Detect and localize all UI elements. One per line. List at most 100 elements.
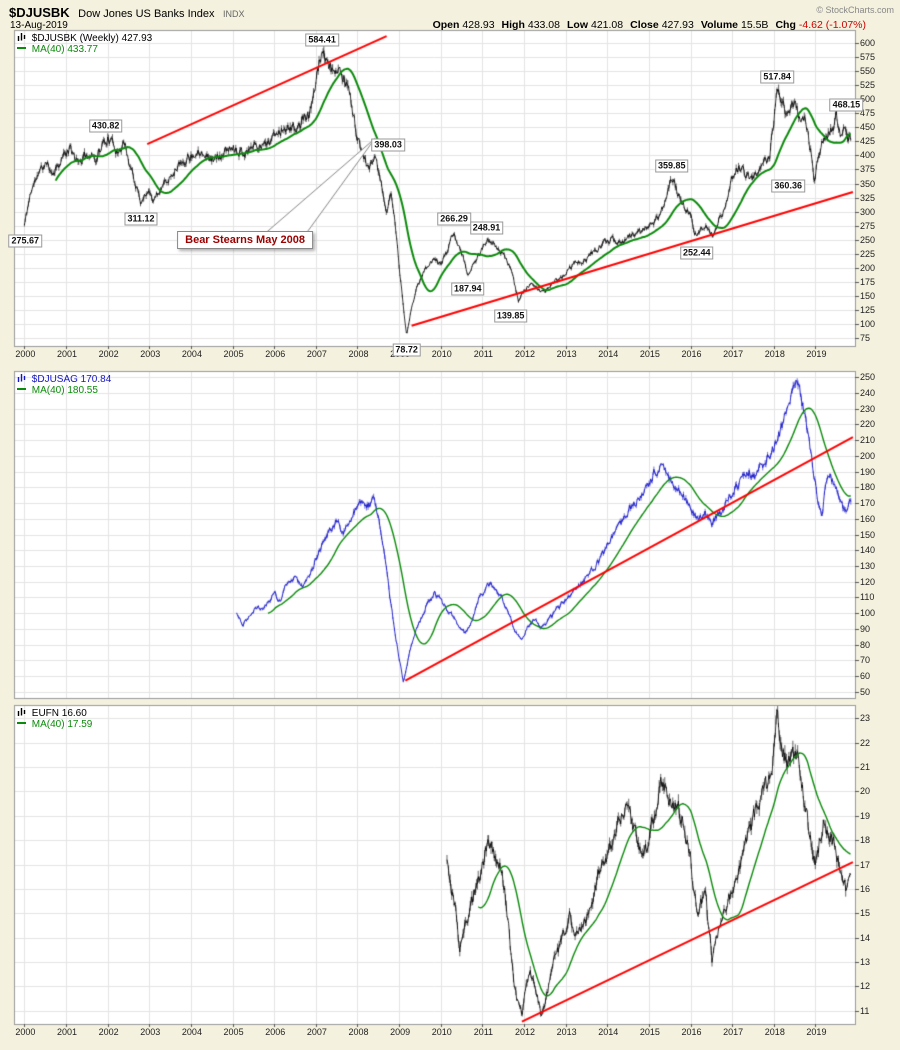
quote-label: Close xyxy=(630,19,659,31)
x-axis-label: 2011 xyxy=(473,1027,494,1037)
x-axis-label: 2005 xyxy=(223,1027,244,1037)
x-axis-label: 2007 xyxy=(306,1027,327,1037)
x-axis-label: 2007 xyxy=(306,349,327,359)
x-axis-label: 2002 xyxy=(98,1027,119,1037)
x-axis-label: 2008 xyxy=(348,349,369,359)
y-axis-label: 220 xyxy=(860,419,876,429)
ma-line-swatch xyxy=(17,722,26,724)
y-axis-label: 575 xyxy=(860,52,876,62)
quote-label: Volume xyxy=(700,19,738,31)
y-axis-label: 170 xyxy=(860,498,876,508)
y-axis-label: 100 xyxy=(860,608,876,618)
price-annotation: 187.94 xyxy=(451,282,485,296)
y-axis-label: 75 xyxy=(860,333,871,343)
y-axis-label: 20 xyxy=(860,786,871,796)
x-axis-label: 2016 xyxy=(681,349,702,359)
x-axis-label: 2015 xyxy=(639,349,660,359)
y-axis-label: 22 xyxy=(860,738,871,748)
x-axis-label: 2004 xyxy=(181,1027,202,1037)
y-axis-label: 80 xyxy=(860,640,871,650)
x-axis-label: 2019 xyxy=(806,1027,827,1037)
x-axis-label: 2012 xyxy=(514,349,536,359)
y-axis-label: 350 xyxy=(860,179,876,189)
y-axis-label: 200 xyxy=(860,451,876,461)
x-axis-label: 2012 xyxy=(514,1027,536,1037)
price-annotation: 398.03 xyxy=(371,138,405,151)
x-axis-label: 2013 xyxy=(556,1027,577,1037)
y-axis-label: 160 xyxy=(860,514,876,524)
x-axis-label: 2001 xyxy=(57,349,78,359)
x-axis-label: 2010 xyxy=(431,349,452,359)
x-axis-label: 2011 xyxy=(473,349,494,359)
date-label: 13-Aug-2019 xyxy=(10,20,68,31)
y-axis-label: 300 xyxy=(860,207,876,217)
x-axis-label: 2003 xyxy=(140,1027,161,1037)
y-axis-label: 110 xyxy=(860,592,875,602)
y-axis-label: 18 xyxy=(860,835,871,845)
x-axis-label: 2008 xyxy=(348,1027,369,1037)
quote-value: 428.93 xyxy=(462,19,495,31)
quote-label: Open xyxy=(432,19,460,31)
legend-symbol: EUFN 16.60 xyxy=(31,708,87,719)
x-axis-label: 2013 xyxy=(556,349,577,359)
quote-label: Chg xyxy=(775,19,796,31)
y-axis-label: 120 xyxy=(860,577,876,587)
y-axis-label: 425 xyxy=(860,136,876,146)
y-axis-label: 100 xyxy=(860,319,876,329)
y-axis-label: 140 xyxy=(860,545,876,555)
y-axis-label: 180 xyxy=(860,482,876,492)
x-axis-label: 2002 xyxy=(98,349,119,359)
y-axis-label: 475 xyxy=(860,108,876,118)
y-axis-label: 250 xyxy=(860,372,876,382)
y-axis-label: 600 xyxy=(860,38,876,48)
x-axis-label: 2003 xyxy=(140,349,161,359)
quote-value: -4.62 (-1.07%) xyxy=(798,19,866,31)
price-annotation: 275.67 xyxy=(8,234,42,248)
price-annotation: 311.12 xyxy=(124,212,158,226)
symbol: $DJUSBK xyxy=(9,5,70,20)
y-axis-label: 16 xyxy=(860,884,871,894)
y-axis-label: 275 xyxy=(860,221,876,231)
price-annotation: 468.15 xyxy=(829,98,864,112)
y-axis-label: 325 xyxy=(860,193,876,203)
price-annotation: 266.29 xyxy=(437,212,471,226)
legend-symbol: $DJUSBK (Weekly) 427.93 xyxy=(31,33,153,44)
x-axis-label: 2017 xyxy=(723,1027,744,1037)
price-annotation: 78.72 xyxy=(392,343,421,357)
y-axis-label: 400 xyxy=(860,150,876,160)
x-axis-label: 2009 xyxy=(390,1027,411,1037)
x-axis-label: 2001 xyxy=(57,1027,78,1037)
x-axis-label: 2006 xyxy=(265,1027,286,1037)
y-axis-label: 225 xyxy=(860,249,876,259)
y-axis-label: 19 xyxy=(860,811,871,821)
x-axis-label: 2004 xyxy=(181,349,202,359)
price-annotation: 360.36 xyxy=(771,179,805,193)
y-axis-label: 70 xyxy=(860,655,871,665)
y-axis-label: 130 xyxy=(860,561,876,571)
x-axis-label: 2019 xyxy=(806,349,827,359)
x-axis-label: 2014 xyxy=(598,1027,619,1037)
y-axis-label: 60 xyxy=(860,671,871,681)
callout-bear-stearns: Bear Stearns May 2008 xyxy=(177,230,313,249)
y-axis-label: 450 xyxy=(860,122,876,132)
price-annotation: 252.44 xyxy=(680,246,714,260)
x-axis-label: 2000 xyxy=(15,349,36,359)
price-annotation: 584.41 xyxy=(305,33,339,47)
y-axis-label: 230 xyxy=(860,404,876,414)
quote-label: Low xyxy=(567,19,588,31)
y-axis-label: 150 xyxy=(860,530,876,540)
copyright: © StockCharts.com xyxy=(816,5,894,15)
legend-ma: MA(40) 180.55 xyxy=(31,385,98,396)
y-axis-label: 50 xyxy=(860,687,871,697)
legend-ma: MA(40) 433.77 xyxy=(31,44,98,55)
legend-ma: MA(40) 17.59 xyxy=(31,719,93,730)
x-axis-label: 2005 xyxy=(223,349,244,359)
y-axis-label: 12 xyxy=(860,981,871,991)
x-axis-label: 2006 xyxy=(265,349,286,359)
legend-symbol: $DJUSAG 170.84 xyxy=(31,374,112,385)
header-title-row: $DJUSBK Dow Jones US Banks Index INDX xyxy=(9,4,244,22)
y-axis-label: 15 xyxy=(860,908,871,918)
chart-type-icon xyxy=(17,707,26,717)
